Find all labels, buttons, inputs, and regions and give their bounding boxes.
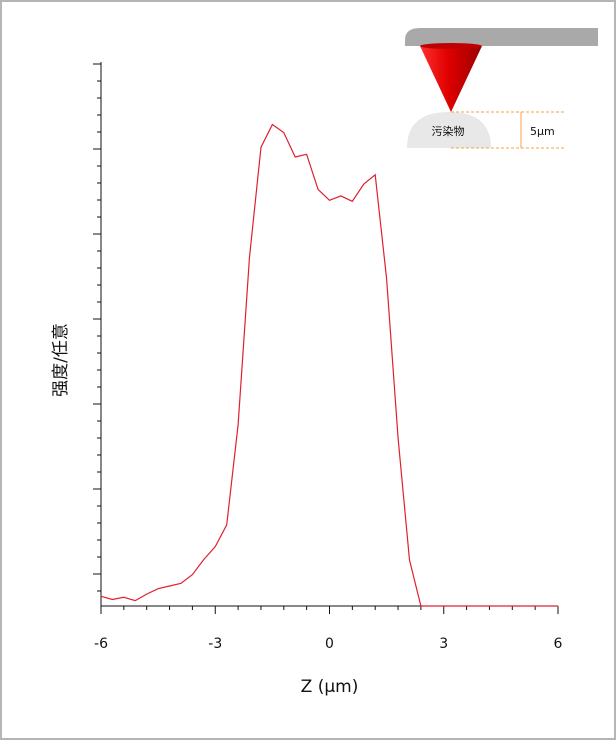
x-tick-label: -6 bbox=[94, 636, 108, 652]
x-tick-label: -3 bbox=[208, 636, 222, 652]
x-axis-title: Z (µm) bbox=[301, 677, 359, 697]
series-line-intensity bbox=[100, 123, 558, 607]
cantilever bbox=[405, 28, 598, 46]
y-axis-title: 强度/任意 bbox=[51, 323, 71, 397]
x-tick-label: 3 bbox=[439, 636, 448, 652]
x-tick-label: 6 bbox=[554, 636, 563, 652]
tip-base bbox=[420, 43, 482, 49]
afm-tip bbox=[420, 46, 482, 112]
x-tick-label: 0 bbox=[325, 636, 334, 652]
x-axis-ticks bbox=[100, 606, 559, 614]
contaminant-label: 污染物 bbox=[432, 124, 465, 138]
x-tick-labels: -6 -3 0 3 6 bbox=[94, 636, 563, 652]
y-axis-ticks bbox=[93, 63, 101, 592]
height-label: 5μm bbox=[530, 125, 555, 138]
contaminant-shape bbox=[407, 112, 491, 148]
tip-inset-illustration: 污染物 5μm bbox=[405, 28, 598, 149]
